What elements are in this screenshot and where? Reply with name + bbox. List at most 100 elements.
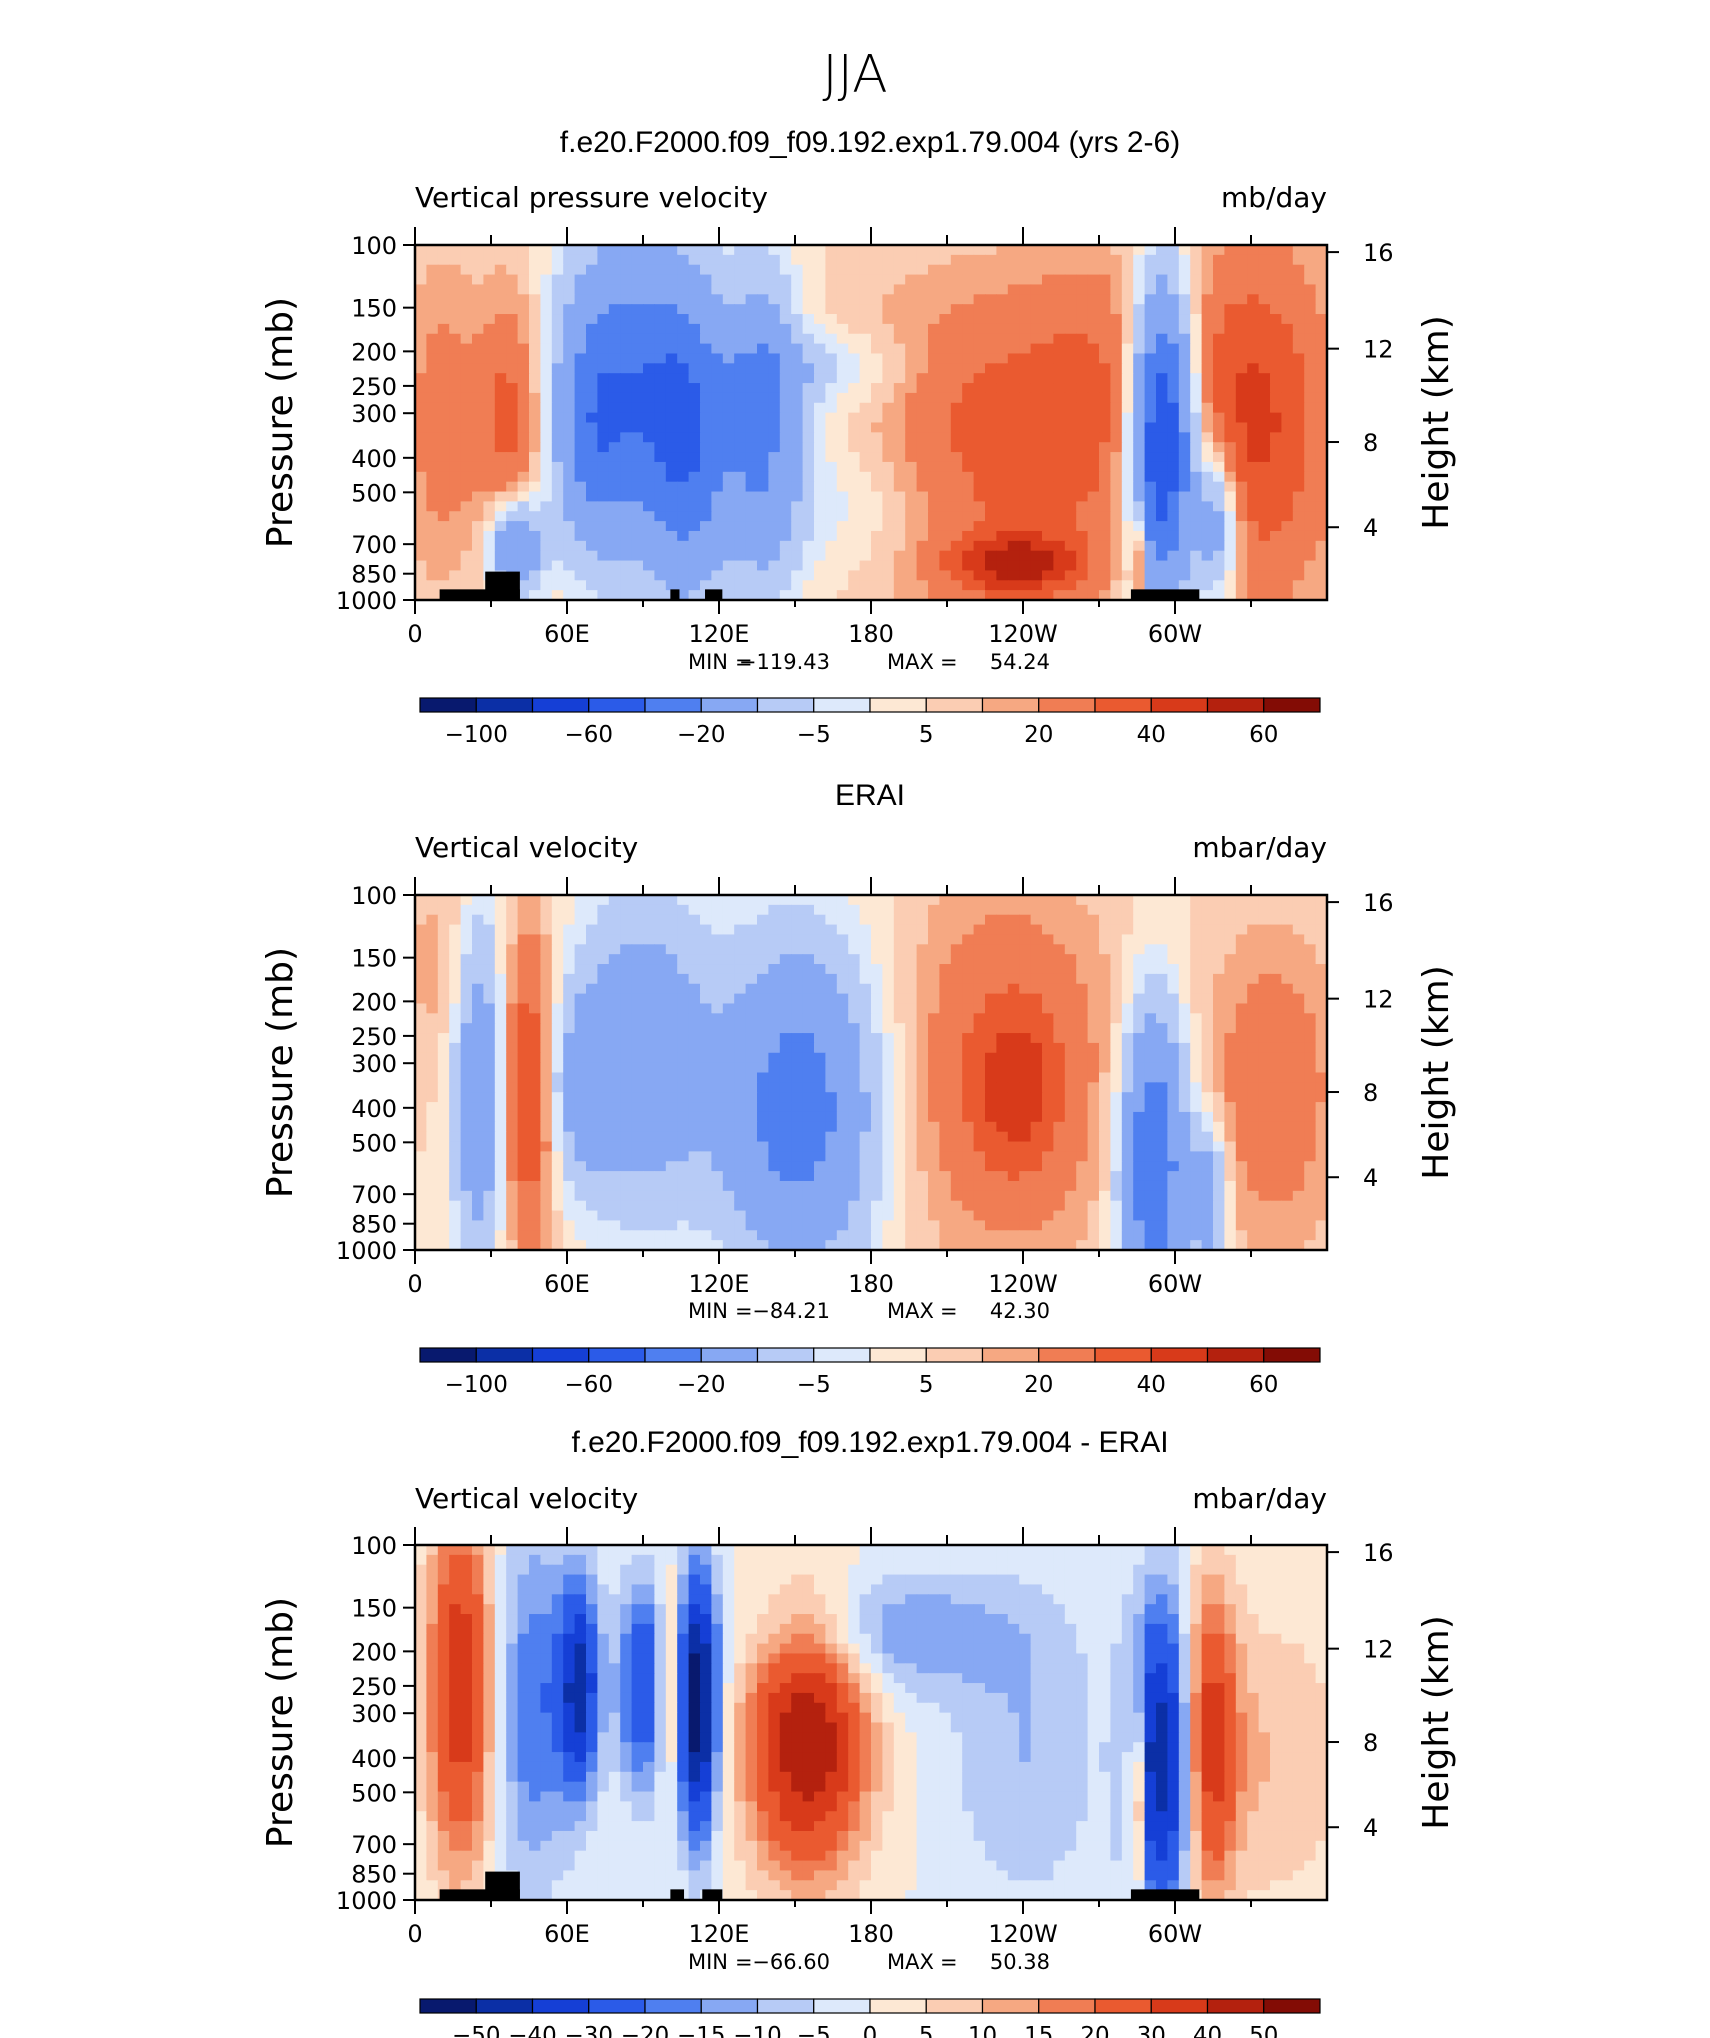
heatmap-cell [563, 1082, 576, 1093]
heatmap-cell [506, 895, 519, 906]
heatmap-cell [802, 1102, 815, 1113]
heatmap-cell [1258, 530, 1271, 542]
heatmap-cell [973, 1092, 986, 1103]
heatmap-cell [916, 983, 929, 995]
heatmap-cell [1019, 1003, 1032, 1014]
heatmap-cell [529, 432, 541, 443]
heatmap-cell [1156, 1052, 1168, 1064]
heatmap-cell [494, 1082, 507, 1093]
heatmap-cell [700, 1111, 712, 1123]
heatmap-cell [1213, 333, 1225, 345]
heatmap-cell [415, 540, 427, 552]
heatmap-cell [1099, 432, 1111, 443]
heatmap-cell [654, 540, 667, 552]
heatmap-cell [1110, 934, 1123, 945]
heatmap-cell [586, 491, 598, 502]
heatmap-cell [1076, 924, 1089, 936]
heatmap-cell [1304, 983, 1317, 995]
heatmap-cell [711, 1121, 724, 1133]
heatmap-cell [1133, 274, 1146, 286]
heatmap-cell [814, 412, 826, 424]
heatmap-cell [711, 363, 724, 374]
heatmap-cell [426, 314, 439, 325]
heatmap-cell [1156, 501, 1168, 512]
heatmap-cell [1030, 373, 1043, 384]
heatmap-cell [962, 245, 975, 256]
heatmap-cell [494, 284, 507, 295]
heatmap-cell [848, 402, 861, 414]
heatmap-cell [654, 254, 667, 266]
heatmap-cell [1064, 1121, 1077, 1133]
heatmap-cell [597, 333, 610, 345]
heatmap-cell [1167, 1111, 1180, 1123]
heatmap-cell [1213, 373, 1225, 384]
heatmap-cell [859, 1072, 872, 1083]
heatmap-cell [825, 1033, 838, 1044]
heatmap-cell [1042, 540, 1054, 552]
heatmap-cell [654, 954, 667, 965]
heatmap-cell [939, 1062, 952, 1074]
heatmap-cell [1007, 530, 1020, 542]
heatmap-cell [483, 1082, 496, 1093]
heatmap-cell [722, 1013, 735, 1024]
heatmap-cell [1019, 412, 1032, 424]
heatmap-cell [1121, 1013, 1134, 1024]
heatmap-cell [1281, 1033, 1294, 1044]
heatmap-cell [1007, 964, 1020, 975]
heatmap-cell [905, 442, 918, 453]
heatmap-cell [791, 570, 804, 581]
heatmap-cell [1281, 521, 1294, 532]
heatmap-cell [996, 383, 1009, 394]
heatmap-cell [700, 1082, 712, 1093]
heatmap-cell [643, 1013, 655, 1024]
heatmap-cell [608, 254, 621, 266]
heatmap-cell [939, 550, 952, 562]
heatmap-cell [1042, 973, 1054, 985]
heatmap-cell [916, 353, 929, 364]
heatmap-cell [688, 1131, 701, 1143]
heatmap-cell [791, 1013, 804, 1024]
heatmap-cell [1235, 983, 1248, 995]
heatmap-cell [905, 432, 918, 443]
heatmap-cell [1247, 304, 1260, 315]
heatmap-cell [939, 392, 952, 404]
heatmap-cell [415, 402, 427, 414]
heatmap-cell [757, 550, 769, 562]
heatmap-cell [1281, 353, 1294, 364]
heatmap-cell [494, 521, 507, 532]
heatmap-cell [757, 964, 769, 975]
heatmap-cell [1007, 254, 1020, 266]
heatmap-cell [517, 422, 530, 433]
heatmap-cell [643, 442, 655, 453]
heatmap-cell [1247, 1131, 1260, 1143]
heatmap-cell [1258, 363, 1271, 374]
heatmap-cell [1247, 904, 1260, 916]
heatmap-cell [688, 304, 701, 315]
heatmap-cell [802, 1111, 815, 1123]
heatmap-cell [700, 1092, 712, 1103]
heatmap-cell [1304, 294, 1317, 305]
heatmap-cell [1087, 540, 1100, 552]
heatmap-cell [950, 983, 963, 995]
heatmap-cell [688, 530, 701, 542]
heatmap-cell [722, 1121, 735, 1133]
heatmap-cell [814, 323, 826, 335]
heatmap-cell [1007, 1052, 1020, 1064]
heatmap-cell [1270, 461, 1282, 473]
heatmap-cell [1304, 540, 1317, 552]
heatmap-cell [1178, 402, 1191, 414]
heatmap-cell [494, 895, 507, 906]
heatmap-cell [1076, 373, 1089, 384]
heatmap-cell [1007, 323, 1020, 335]
heatmap-cell [688, 383, 701, 394]
heatmap-cell [1258, 1092, 1271, 1103]
heatmap-cell [677, 521, 690, 532]
heatmap-cell [551, 540, 564, 552]
heatmap-cell [665, 1033, 678, 1044]
heatmap-cell [973, 333, 986, 345]
heatmap-cell [1019, 1052, 1032, 1064]
heatmap-cell [1258, 511, 1271, 522]
heatmap-cell [768, 550, 781, 562]
heatmap-cell [1121, 1072, 1134, 1083]
heatmap-cell [540, 1121, 553, 1133]
